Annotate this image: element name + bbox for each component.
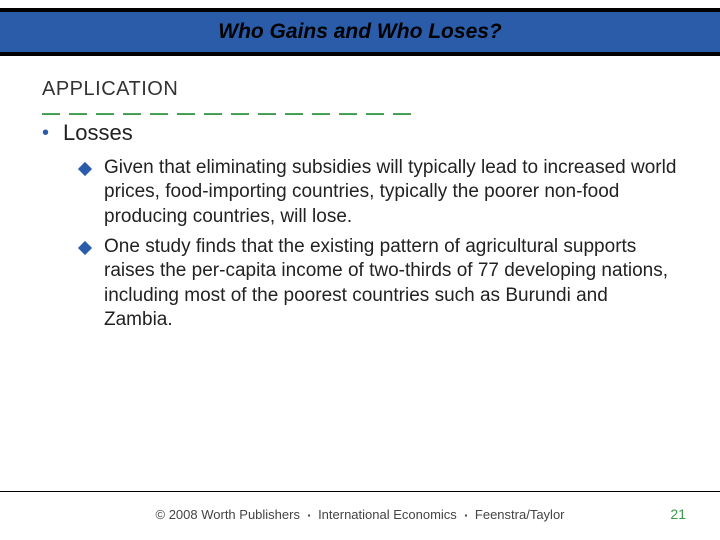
diamond-icon <box>78 162 92 176</box>
content-area: • Losses Given that eliminating subsidie… <box>42 120 678 338</box>
footer-copyright: © 2008 Worth Publishers <box>156 507 300 522</box>
title-band: Who Gains and Who Loses? <box>0 8 720 56</box>
level1-bullet: • Losses <box>42 120 678 146</box>
section-label: APPLICATION <box>42 78 413 101</box>
slide-title: Who Gains and Who Loses? <box>218 20 502 44</box>
level2-bullet: Given that eliminating subsidies will ty… <box>80 156 678 229</box>
footer: © 2008 Worth Publishers ▪ International … <box>0 507 720 522</box>
bullet-dot-icon: • <box>42 120 49 146</box>
level2-bullet: One study finds that the existing patter… <box>80 235 678 332</box>
slide: Who Gains and Who Loses? APPLICATION — —… <box>0 0 720 540</box>
separator-icon: ▪ <box>464 511 467 520</box>
section-header: APPLICATION — — — — — — — — — — — — — — <box>42 78 413 124</box>
diamond-icon <box>78 241 92 255</box>
footer-part2: International Economics <box>318 507 457 522</box>
footer-part3: Feenstra/Taylor <box>475 507 565 522</box>
bullet-text: One study finds that the existing patter… <box>104 235 678 332</box>
footer-divider <box>0 491 720 492</box>
heading-text: Losses <box>63 120 133 146</box>
page-number: 21 <box>670 506 686 522</box>
separator-icon: ▪ <box>308 511 311 520</box>
bullet-text: Given that eliminating subsidies will ty… <box>104 156 678 229</box>
